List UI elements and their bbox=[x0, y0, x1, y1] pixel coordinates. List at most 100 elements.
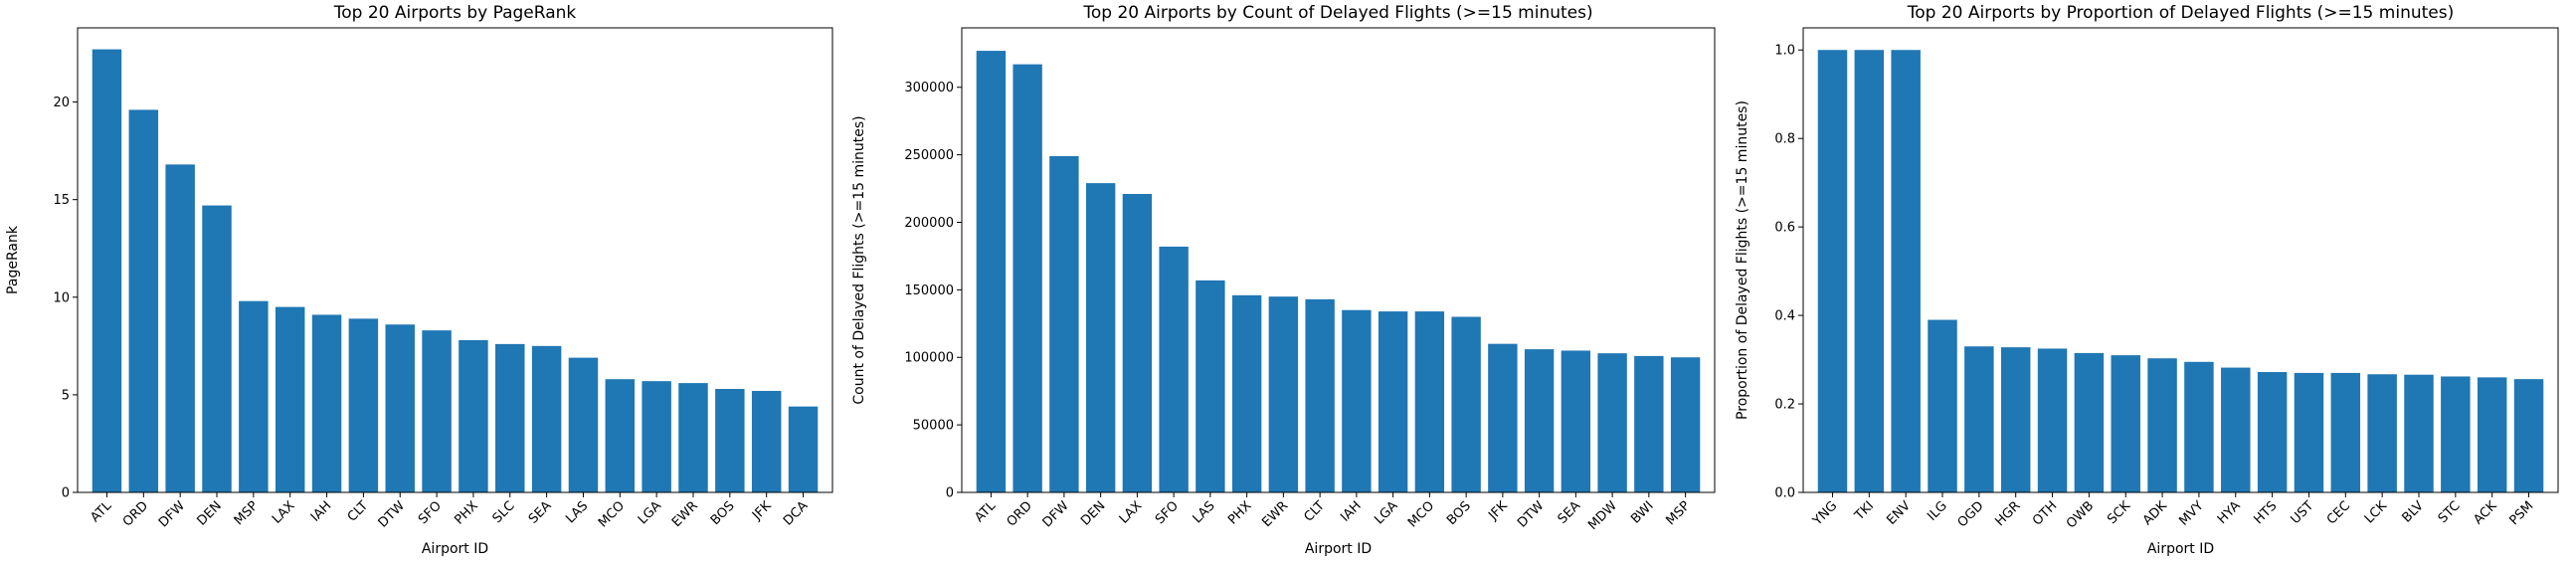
y-tick-label: 1.0 bbox=[1774, 44, 1795, 59]
bar-phx bbox=[1231, 294, 1262, 492]
x-tick-label: STC bbox=[2436, 498, 2464, 526]
bar-clt bbox=[1305, 298, 1335, 492]
y-axis-label: Proportion of Delayed Flights (>=15 minu… bbox=[1735, 100, 1750, 420]
x-tick-label: JFK bbox=[1485, 498, 1511, 524]
y-tick-label: 0.6 bbox=[1774, 221, 1795, 236]
bar-phx bbox=[459, 339, 488, 492]
bar-dfw bbox=[165, 164, 195, 492]
y-tick-label: 0.8 bbox=[1774, 132, 1795, 147]
y-tick-label: 10 bbox=[53, 290, 70, 305]
x-tick-label: EWR bbox=[1259, 498, 1291, 530]
x-tick-label: BOS bbox=[708, 498, 738, 528]
x-tick-label: LAX bbox=[1117, 498, 1146, 527]
y-tick-label: 0 bbox=[946, 486, 954, 501]
bar-iah bbox=[1342, 309, 1372, 492]
y-tick-label: 5 bbox=[62, 388, 70, 403]
x-tick-label: CEC bbox=[2324, 498, 2353, 527]
x-tick-label: ILG bbox=[1925, 498, 1950, 524]
bar-ord bbox=[128, 109, 159, 492]
x-tick-label: DFW bbox=[156, 498, 188, 530]
bar-bwi bbox=[1634, 355, 1664, 492]
bar-sfo bbox=[1159, 246, 1189, 492]
bar-hya bbox=[2221, 367, 2251, 492]
bar-stc bbox=[2441, 376, 2471, 492]
x-tick-label: MDW bbox=[1585, 498, 1620, 533]
bar-las bbox=[1196, 280, 1225, 492]
x-tick-label: DTW bbox=[1515, 498, 1547, 530]
x-tick-label: BOS bbox=[1444, 498, 1474, 528]
x-tick-label: DFW bbox=[1040, 498, 1072, 530]
bar-lck bbox=[2367, 374, 2397, 492]
bar-env bbox=[1891, 50, 1921, 492]
bar-yng bbox=[1817, 50, 1848, 492]
x-tick-label: ORD bbox=[120, 498, 151, 529]
bar-ilg bbox=[1928, 319, 1957, 492]
y-axis-label: PageRank bbox=[5, 225, 21, 294]
x-tick-label: SFO bbox=[1153, 498, 1182, 527]
y-tick-label: 100000 bbox=[904, 351, 954, 366]
x-tick-label: ADK bbox=[2140, 498, 2170, 528]
x-tick-label: LAX bbox=[270, 498, 298, 527]
bar-dtw bbox=[1524, 349, 1555, 492]
x-tick-label: DTW bbox=[376, 498, 408, 530]
x-tick-label: MSP bbox=[232, 498, 262, 528]
bar-jfk bbox=[751, 390, 782, 492]
bar-adk bbox=[2147, 358, 2177, 492]
x-tick-label: OGD bbox=[1955, 498, 1987, 530]
y-tick-label: 0.4 bbox=[1774, 309, 1795, 324]
bar-hgr bbox=[2000, 347, 2031, 492]
y-tick-label: 50000 bbox=[913, 419, 954, 434]
bar-clt bbox=[348, 318, 379, 492]
bar-ewr bbox=[1268, 296, 1299, 492]
chart-title: Top 20 Airports by Proportion of Delayed… bbox=[1907, 3, 2454, 23]
x-tick-label: HGR bbox=[1992, 498, 2023, 529]
x-tick-label: HTS bbox=[2251, 498, 2280, 527]
x-tick-label: OTH bbox=[2030, 498, 2060, 528]
x-tick-label: LGA bbox=[636, 498, 664, 527]
x-axis-label: Airport ID bbox=[2147, 541, 2214, 557]
bar-ewr bbox=[678, 383, 708, 492]
bar-sfo bbox=[422, 330, 452, 492]
bar-lax bbox=[1122, 193, 1153, 492]
x-tick-label: SEA bbox=[1556, 498, 1584, 527]
x-tick-label: MVY bbox=[2176, 498, 2206, 528]
y-tick-label: 20 bbox=[53, 95, 70, 110]
x-tick-label: HYA bbox=[2215, 498, 2244, 527]
bar-lga bbox=[1378, 311, 1408, 492]
bar-dtw bbox=[385, 324, 415, 492]
chart-title: Top 20 Airports by Count of Delayed Flig… bbox=[1082, 3, 1592, 23]
x-tick-label: UST bbox=[2288, 498, 2316, 527]
bar-sea bbox=[1561, 350, 1591, 492]
y-axis-label: Count of Delayed Flights (>=15 minutes) bbox=[851, 115, 867, 404]
y-tick-label: 300000 bbox=[904, 81, 954, 95]
x-tick-label: BWI bbox=[1628, 498, 1656, 526]
x-tick-label: MSP bbox=[1664, 498, 1694, 528]
x-tick-label: SFO bbox=[416, 498, 445, 527]
bar-dca bbox=[788, 406, 819, 492]
bar-atl bbox=[976, 51, 1007, 492]
y-tick-label: 0.0 bbox=[1774, 486, 1795, 501]
bar-atl bbox=[92, 49, 122, 492]
x-tick-label: ENV bbox=[1884, 498, 1914, 528]
y-tick-label: 0 bbox=[62, 486, 70, 501]
x-tick-label: ORD bbox=[1005, 498, 1035, 529]
bar-ack bbox=[2477, 377, 2507, 492]
axes-frame bbox=[1802, 27, 2559, 493]
bar-ust bbox=[2294, 372, 2324, 492]
bar-mdw bbox=[1597, 353, 1627, 492]
x-tick-label: MCO bbox=[596, 498, 628, 530]
x-tick-label: LGA bbox=[1372, 498, 1400, 527]
bar-ord bbox=[1012, 64, 1042, 493]
x-tick-label: LAS bbox=[1191, 498, 1218, 526]
x-tick-label: TKI bbox=[1851, 498, 1877, 524]
bar-dfw bbox=[1049, 155, 1079, 492]
x-tick-label: LAS bbox=[563, 498, 591, 526]
x-tick-label: CLT bbox=[345, 498, 372, 525]
chart-panel-2: Top 20 Airports by Count of Delayed Flig… bbox=[851, 3, 1716, 557]
chart-title: Top 20 Airports by PageRank bbox=[333, 3, 577, 23]
x-axis-label: Airport ID bbox=[1305, 541, 1372, 557]
bar-slc bbox=[495, 343, 525, 492]
bar-lax bbox=[275, 306, 305, 492]
y-tick-label: 200000 bbox=[904, 216, 954, 231]
